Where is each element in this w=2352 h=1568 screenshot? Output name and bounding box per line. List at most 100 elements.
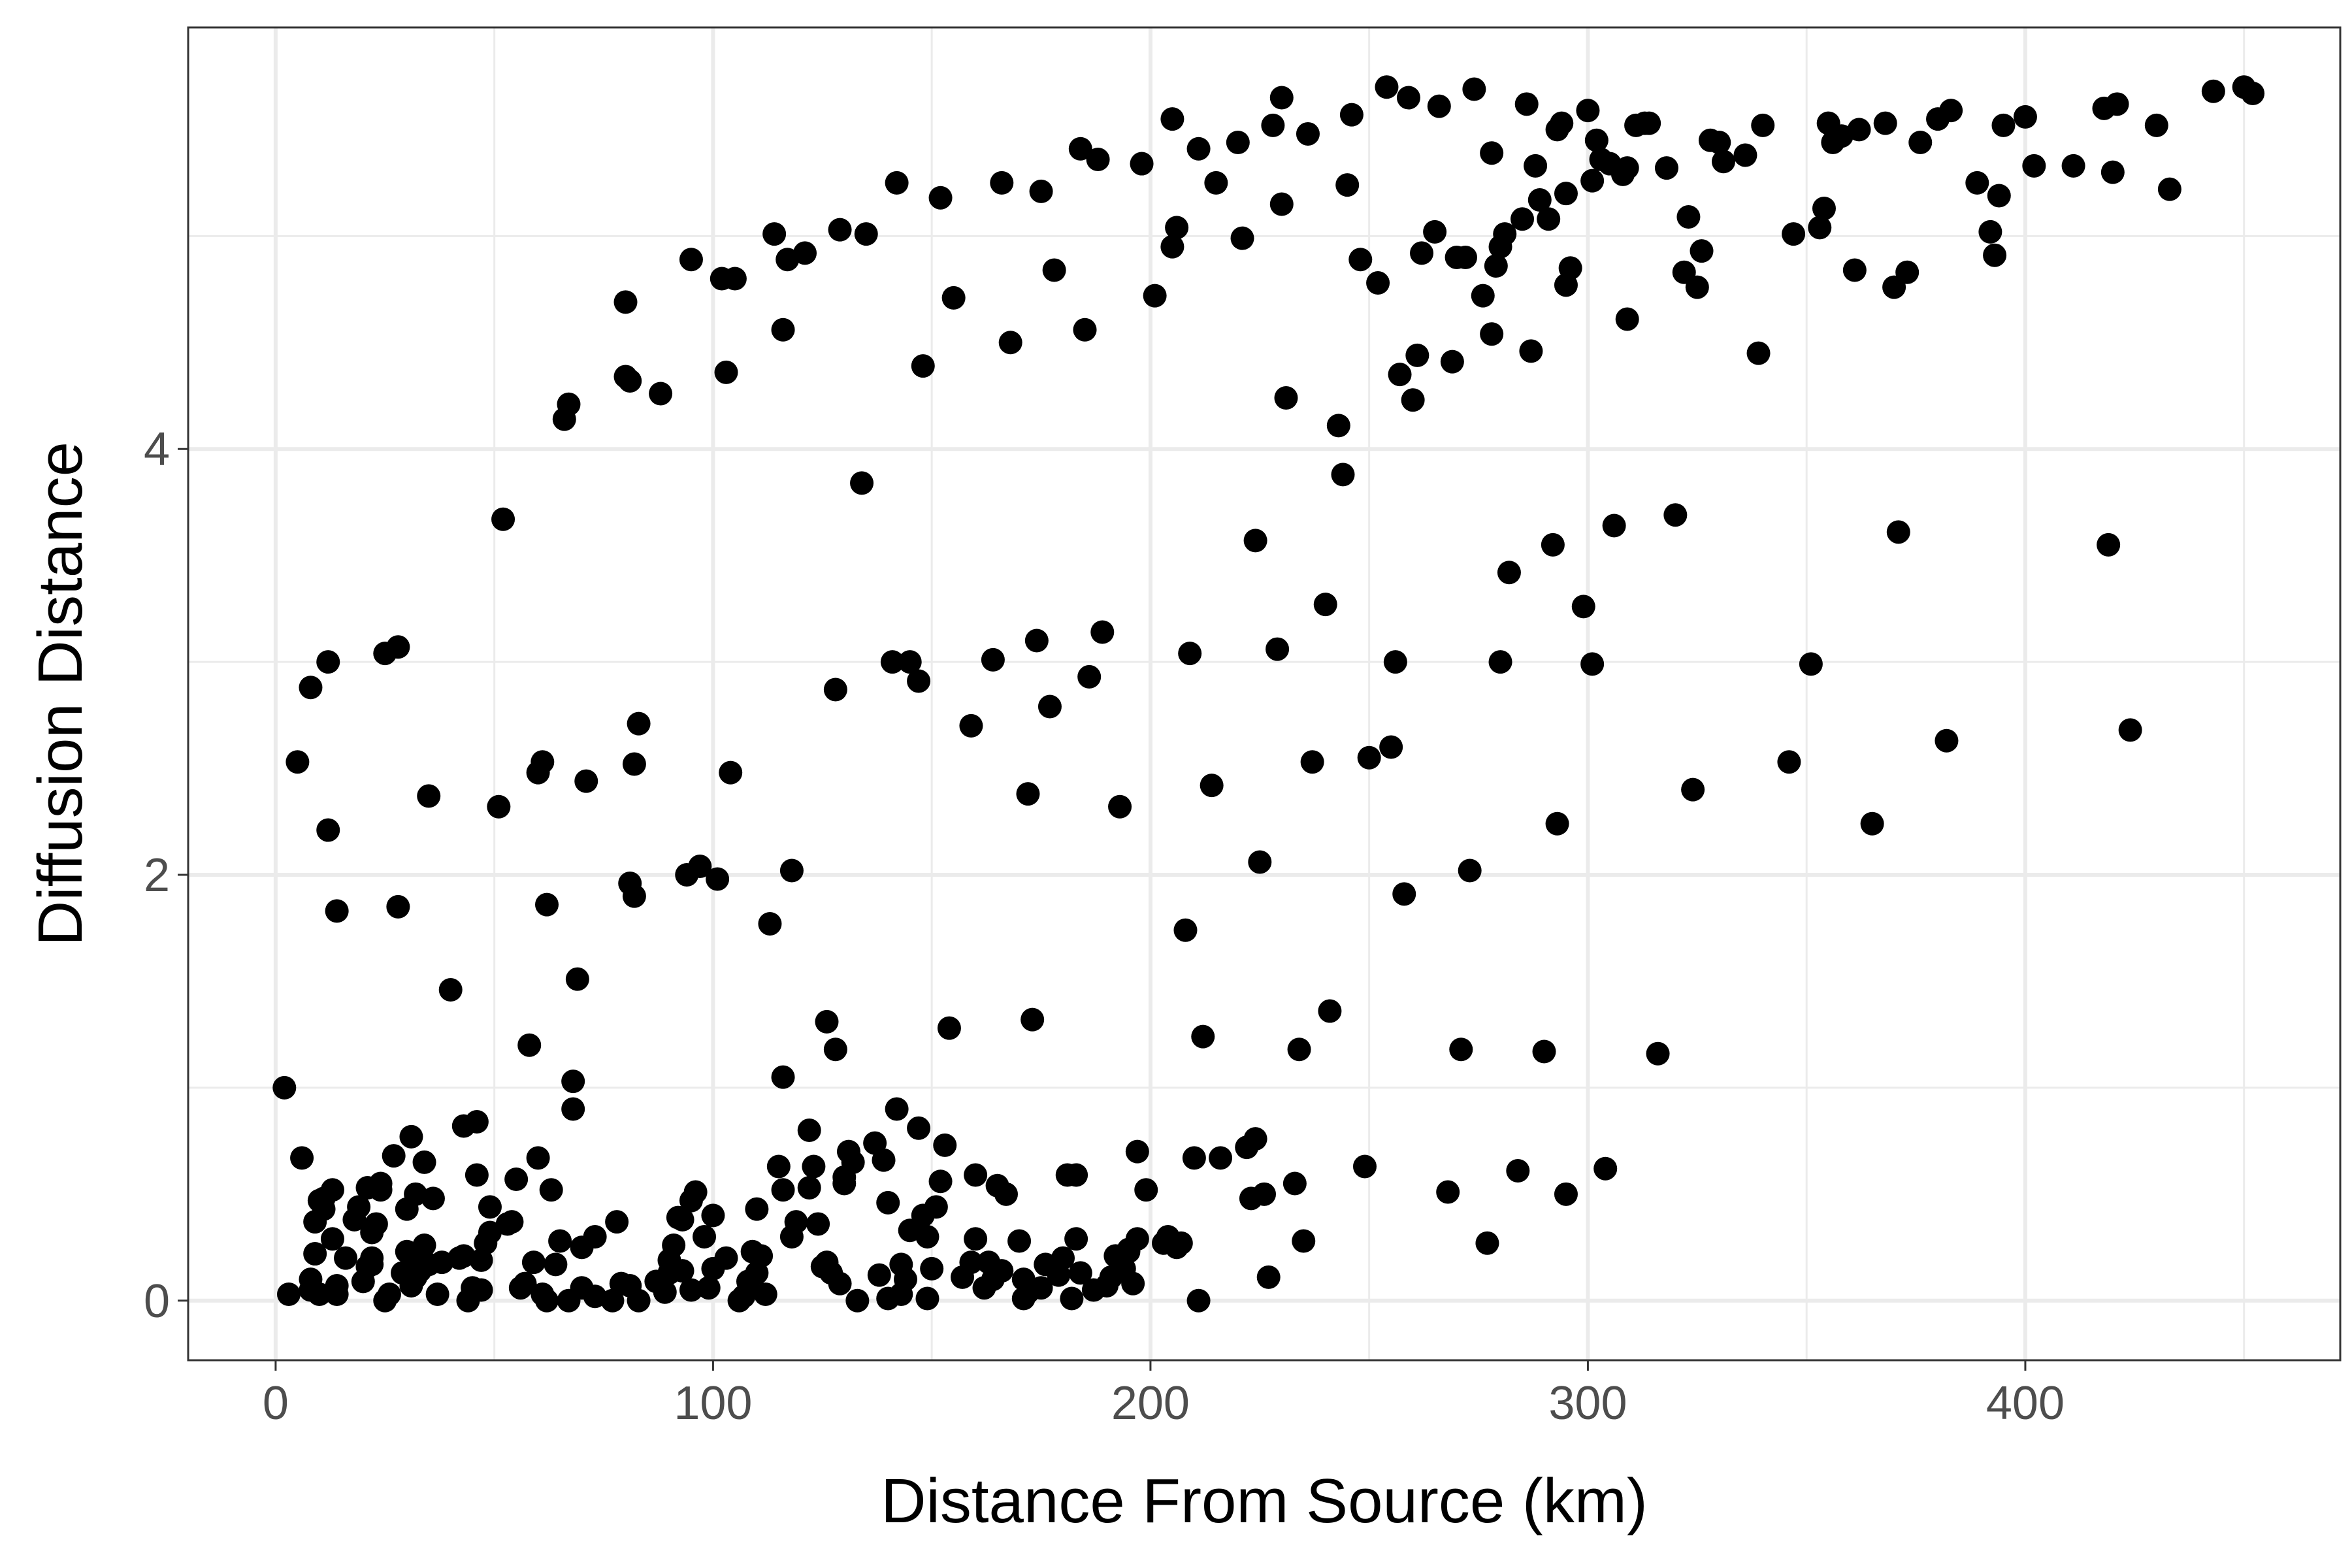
data-point [2100,160,2125,184]
panel-border [187,26,2342,1362]
data-point [1580,169,1605,193]
data-point [885,1097,909,1121]
data-point [1266,637,1290,661]
data-point [1269,86,1294,110]
x-tick-label: 100 [674,1377,752,1429]
data-point [1108,794,1132,819]
data-point [1593,1156,1618,1181]
x-tick-label: 200 [1111,1377,1190,1429]
data-point [386,894,410,919]
data-point [1584,128,1609,152]
data-point [964,1163,988,1187]
data-point [797,1176,821,1200]
y-axis-ticks: 0 2 4 [144,423,188,1328]
data-point [1527,188,1552,212]
data-point [779,858,804,883]
data-point [1282,1171,1307,1196]
data-point [1571,595,1595,619]
data-point [941,286,966,310]
x-tick-label: 300 [1548,1377,1627,1429]
data-point [1777,750,1801,774]
data-point [1733,143,1757,167]
data-point [1711,150,1735,174]
data-point [894,1267,917,1292]
data-point [574,769,598,793]
data-point [1313,593,1337,617]
data-point [2097,532,2121,557]
data-point [1782,222,1806,246]
data-point [841,1150,865,1174]
data-point [924,1195,948,1219]
data-point [745,1197,769,1221]
data-point [320,1227,344,1251]
x-axis-title: Distance From Source (km) [881,1466,1648,1536]
y-tick-label: 4 [144,423,170,476]
data-point [1558,256,1582,280]
data-point [1707,130,1731,154]
data-point [438,977,463,1002]
data-point [898,650,922,674]
data-point [1511,207,1535,231]
data-point [1256,1265,1281,1289]
data-point [1252,1182,1276,1206]
data-point [1615,307,1639,331]
data-point [1405,343,1429,367]
data-point [990,1259,1014,1283]
data-point [526,1146,550,1170]
data-point [1663,503,1688,527]
data-point [1488,650,1512,674]
data-point [1243,1127,1267,1151]
data-point [1352,1154,1377,1179]
data-point [714,360,738,384]
data-point [382,1144,406,1168]
data-point [1296,122,1320,146]
data-point [1130,152,1154,176]
data-point [622,752,646,776]
data-point [1200,774,1224,798]
data-point [1261,113,1285,137]
data-point [1125,1139,1149,1164]
data-point [386,635,410,659]
data-point [417,784,441,808]
data-point [1182,1146,1206,1170]
data-point [627,1288,651,1313]
data-point [1524,154,1548,178]
data-point [1462,77,1486,101]
data-point [1326,414,1350,438]
data-point [1029,1276,1053,1300]
data-point [412,1150,436,1174]
data-point [2105,92,2129,116]
data-point [771,1178,795,1202]
data-point [907,1116,931,1140]
data-point [806,1212,830,1236]
data-point [1427,94,1451,118]
data-point [964,1227,988,1251]
data-point [299,676,323,700]
data-point [2241,82,2265,106]
data-point [491,507,515,531]
data-point [517,1033,542,1057]
data-point [937,1016,961,1040]
data-point [771,1065,795,1089]
data-point [1366,271,1390,295]
data-point [693,1224,717,1249]
data-point [272,1075,297,1100]
data-point [1292,1229,1316,1253]
data-point [1178,642,1202,666]
data-point [683,1180,708,1204]
data-point [998,331,1022,355]
data-point [1440,350,1464,374]
data-point [793,241,817,265]
data-point [1410,241,1434,265]
data-point [1274,386,1298,410]
data-point [928,186,953,210]
data-point [1073,318,1097,342]
data-point [670,1259,694,1283]
data-point [1060,1286,1084,1311]
data-point [565,967,589,991]
data-point [1016,782,1040,806]
data-point [425,1282,449,1306]
data-point [1186,1288,1211,1313]
y-tick-label: 0 [144,1275,170,1328]
data-point [286,750,310,774]
